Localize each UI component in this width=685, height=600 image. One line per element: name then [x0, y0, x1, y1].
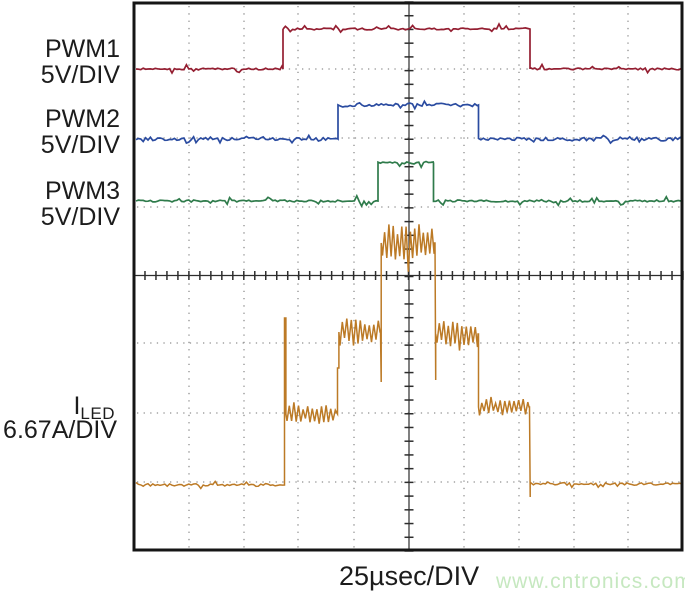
pwm3-label: PWM3 5V/DIV [41, 178, 120, 230]
pwm2-scale: 5V/DIV [40, 131, 120, 159]
pwm3-trace [135, 160, 682, 208]
pwm2-trace [135, 99, 683, 145]
pwm1-trace [135, 22, 683, 75]
watermark: www.cntronics.com [496, 570, 685, 593]
iled-trace [135, 224, 683, 498]
pwm2-name: PWM2 [45, 105, 120, 133]
scope-traces [135, 22, 683, 498]
pwm1-label: PWM1 5V/DIV [41, 36, 120, 88]
iled-scale: 6.67A/DIV [3, 416, 117, 444]
iled-label: ILED [73, 393, 115, 427]
timebase-label: 25µsec/DIV [339, 561, 480, 591]
pwm2-label: PWM2 5V/DIV [41, 106, 120, 158]
scope-grid [133, 1, 684, 552]
iled-subscript: LED [80, 404, 115, 423]
pwm1-name: PWM1 [45, 35, 120, 63]
iled-symbol: I [73, 392, 81, 420]
pwm1-scale: 5V/DIV [40, 61, 120, 89]
pwm3-name: PWM3 [45, 177, 120, 205]
scope-border [132, 1, 684, 552]
pwm3-scale: 5V/DIV [40, 203, 120, 231]
